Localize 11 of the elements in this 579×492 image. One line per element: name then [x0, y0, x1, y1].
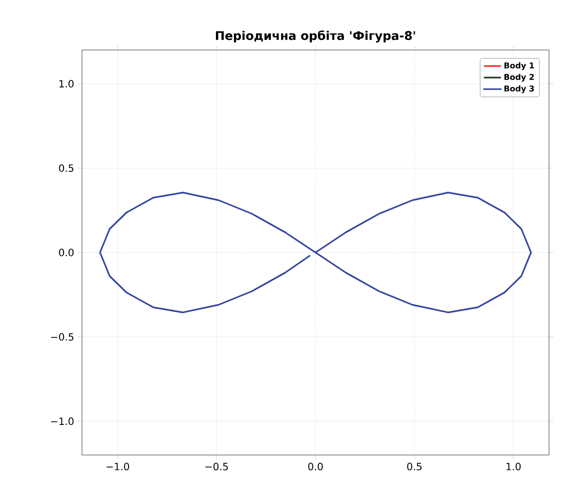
y-tick-label: 1.0 — [59, 80, 74, 88]
y-tick-label: −0.5 — [51, 333, 74, 341]
x-tick-label: −0.5 — [206, 462, 228, 470]
y-tick-label: −1.0 — [51, 417, 74, 426]
x-tick-label: −1.0 — [106, 462, 130, 470]
x-tick-label: 1.0 — [506, 462, 521, 470]
y-tick-label: 0.5 — [59, 164, 74, 172]
x-tick-label: 0.0 — [308, 462, 323, 470]
y-tick-label: 0.0 — [59, 248, 74, 256]
x-tick-label: 0.5 — [407, 462, 422, 470]
chart-title: Періодична орбіта 'Фігура-8' — [216, 30, 416, 42]
